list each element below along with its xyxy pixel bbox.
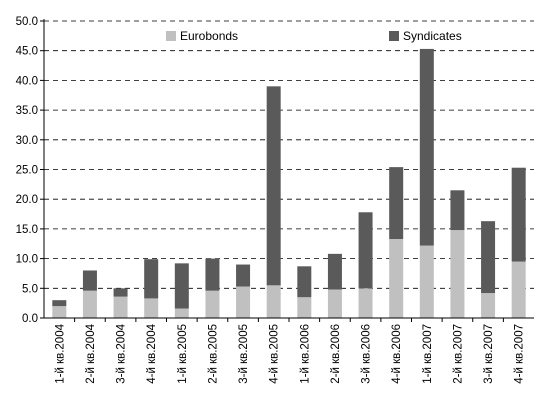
legend-label: Syndicates	[403, 29, 462, 43]
bar-eurobonds	[144, 298, 159, 318]
y-tick-label: 40.0	[16, 75, 38, 87]
bar-syndicates	[389, 167, 404, 239]
bar-syndicates	[358, 212, 373, 289]
x-tick-label: 4-й кв.2007	[514, 324, 526, 384]
y-tick-label: 35.0	[16, 105, 38, 117]
y-tick-labels: 0.0 5.0 10.0 15.0 20.0 25.0 30.0 35.0 40.0 45.0 50…	[16, 16, 38, 325]
x-tick-label: 3-й кв.2004	[116, 323, 128, 383]
x-tick-label: 1-й кв.2006	[299, 324, 311, 384]
bar-syndicates	[236, 264, 251, 287]
bar-eurobonds	[419, 245, 434, 318]
bar-syndicates	[419, 48, 434, 246]
bar-syndicates	[205, 258, 220, 291]
x-tick-label: 3-й кв.2007	[483, 324, 495, 384]
bar-syndicates	[144, 259, 159, 299]
y-tick-label: 5.0	[22, 283, 38, 295]
bar-eurobonds	[481, 293, 496, 318]
bar-syndicates	[82, 270, 97, 291]
bar-syndicates	[297, 266, 312, 298]
legend-swatch-syndicates	[389, 31, 399, 41]
bar-syndicates	[266, 86, 281, 286]
bar-eurobonds	[174, 308, 189, 318]
bar-eurobonds	[52, 306, 67, 318]
y-tick-label: 15.0	[16, 224, 38, 236]
bar-syndicates	[511, 167, 526, 262]
y-tick-label: 20.0	[16, 194, 38, 206]
x-tick-label: 4-й кв.2006	[391, 324, 403, 384]
bar-syndicates	[481, 221, 496, 294]
y-tick-label: 10.0	[16, 254, 38, 266]
legend-swatch-eurobonds	[166, 31, 176, 41]
y-tick-label: 45.0	[16, 46, 38, 58]
y-tick-label: 50.0	[16, 16, 38, 28]
legend: Eurobonds Syndicates	[166, 29, 462, 43]
bar-syndicates	[113, 288, 128, 297]
bar-eurobonds	[82, 290, 97, 318]
bar-eurobonds	[266, 285, 281, 318]
bars	[52, 48, 526, 318]
x-tick-label: 4-й кв.2004	[146, 323, 158, 383]
y-tick-label: 25.0	[16, 165, 38, 177]
bar-eurobonds	[358, 288, 373, 318]
x-tick-label: 4-й кв.2005	[269, 324, 281, 384]
bar-eurobonds	[205, 290, 220, 318]
y-tick-label: 30.0	[16, 135, 38, 147]
legend-label: Eurobonds	[180, 29, 238, 43]
bar-eurobonds	[327, 289, 342, 318]
x-tick-label: 2-й кв.2006	[330, 324, 342, 384]
grid-lines	[40, 20, 534, 322]
y-tick-label: 0.0	[22, 313, 38, 325]
x-tick-label: 3-й кв.2005	[238, 324, 250, 384]
x-tick-label: 1-й кв.2004	[54, 323, 66, 383]
x-tick-label: 3-й кв.2006	[361, 324, 373, 384]
bar-eurobonds	[236, 286, 251, 318]
bar-eurobonds	[511, 261, 526, 318]
bar-eurobonds	[113, 296, 128, 318]
x-tick-label: 1-й кв.2005	[177, 324, 189, 384]
bar-eurobonds	[450, 230, 465, 318]
x-tick-label: 2-й кв.2004	[85, 323, 97, 383]
axes	[43, 19, 534, 319]
x-tick-labels: 1-й кв.2004 2-й кв.2004 3-й кв.2004 4-й кв.…	[54, 323, 525, 383]
x-tick-label: 2-й кв.2005	[207, 324, 219, 384]
bar-syndicates	[327, 253, 342, 290]
bar-syndicates	[52, 300, 67, 307]
bar-syndicates	[174, 263, 189, 309]
bar-eurobonds	[389, 238, 404, 318]
bar-syndicates	[450, 190, 465, 231]
x-tick-label: 1-й кв.2007	[422, 324, 434, 384]
x-tick-label: 2-й кв.2007	[452, 324, 464, 384]
bar-eurobonds	[297, 297, 312, 318]
